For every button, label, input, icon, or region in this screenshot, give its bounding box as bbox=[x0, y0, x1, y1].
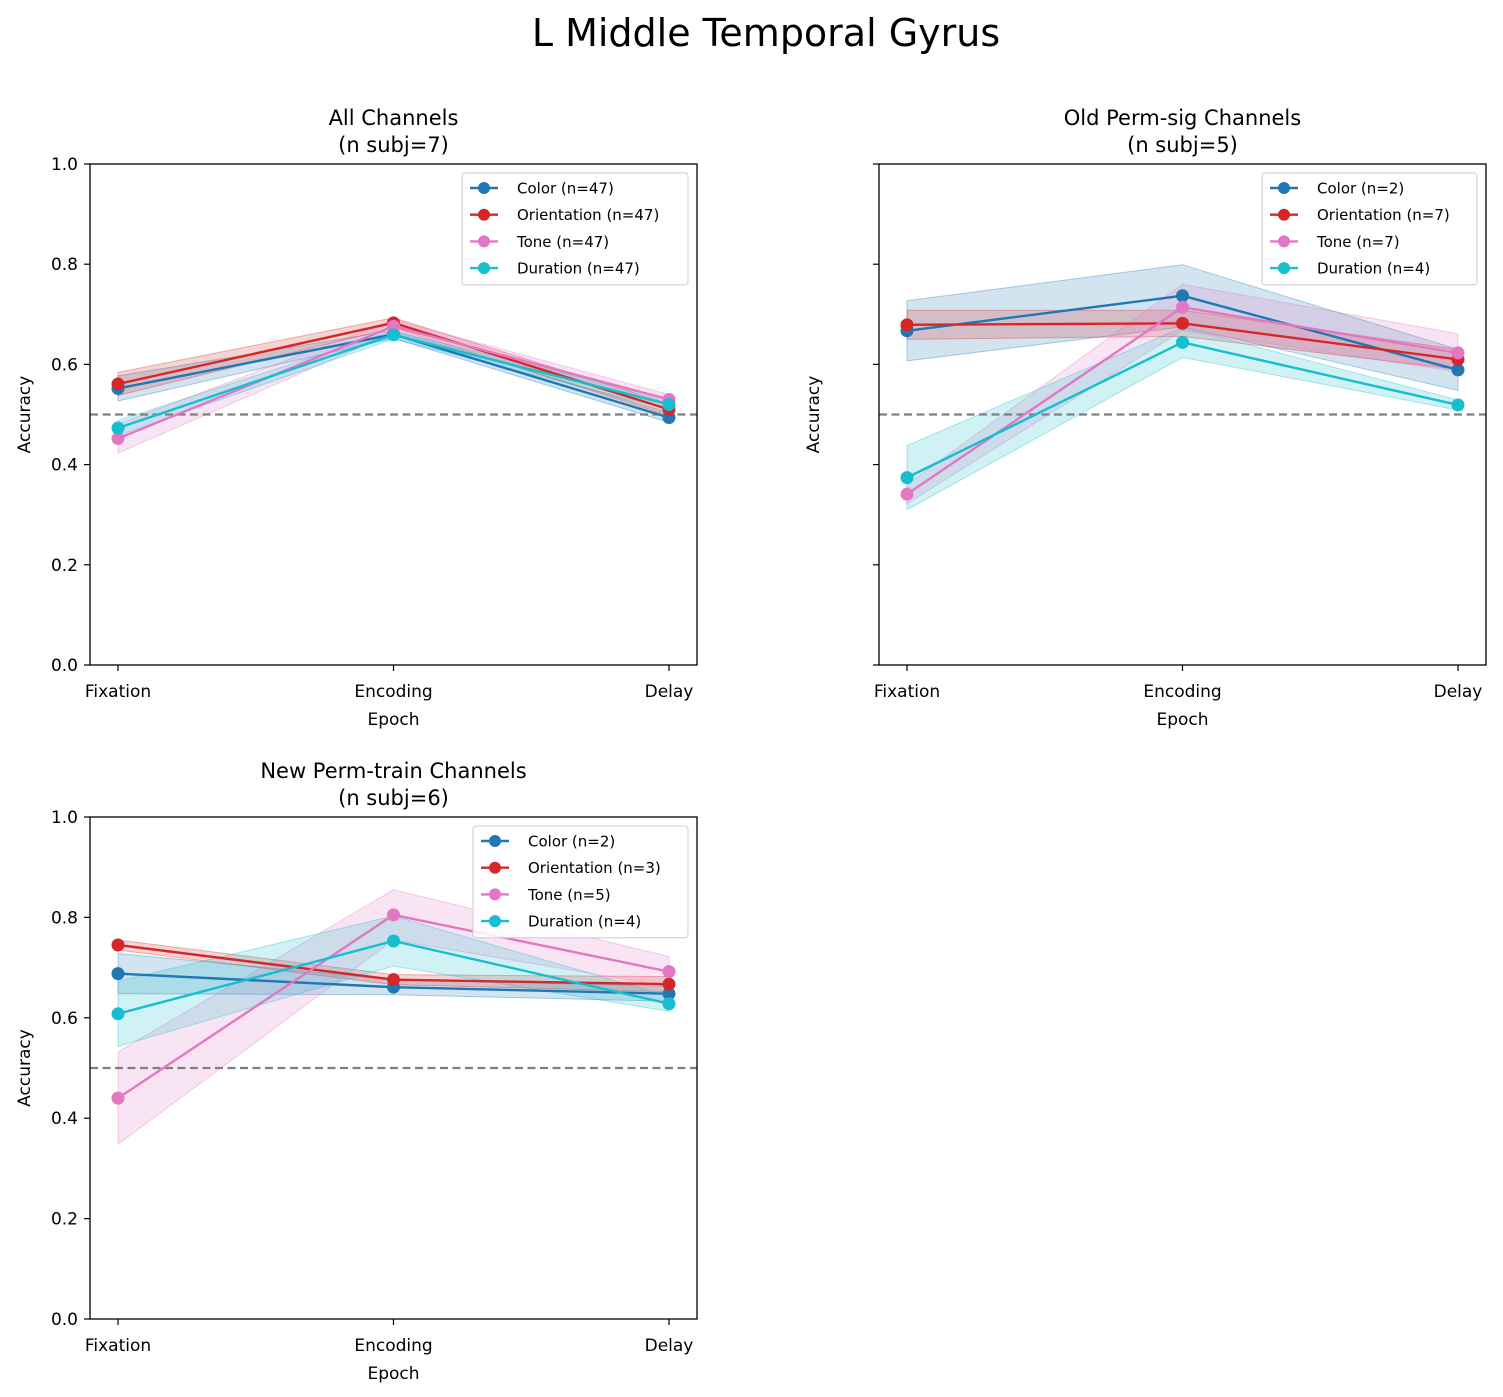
y-tick-label: 0.0 bbox=[51, 1310, 78, 1330]
data-point-duration bbox=[111, 1007, 125, 1021]
data-point-orientation bbox=[387, 973, 400, 987]
x-tick-label: Encoding bbox=[354, 1336, 432, 1356]
data-point-tone bbox=[111, 432, 125, 446]
y-tick-label: 1.0 bbox=[51, 808, 78, 828]
y-axis-label: Accuracy bbox=[15, 376, 35, 454]
data-point-duration bbox=[387, 934, 400, 948]
panel-subtitle: (n subj=7) bbox=[338, 133, 449, 157]
legend-marker-tone bbox=[478, 235, 490, 248]
data-point-orientation bbox=[111, 938, 125, 952]
y-tick-label: 0.4 bbox=[51, 1109, 78, 1129]
panel-title: New Perm-train Channels bbox=[260, 759, 526, 783]
panel-subtitle: (n subj=5) bbox=[1127, 133, 1238, 157]
legend-label-orientation: Orientation (n=47) bbox=[517, 206, 659, 224]
legend-label-tone: Tone (n=5) bbox=[527, 886, 611, 904]
y-axis-label: Accuracy bbox=[15, 1029, 35, 1107]
y-tick-label: 0.2 bbox=[51, 1210, 78, 1230]
x-tick-label: Fixation bbox=[85, 1336, 151, 1356]
legend-marker-color bbox=[1278, 182, 1290, 194]
legend-box bbox=[472, 825, 689, 939]
y-tick-label: 0.4 bbox=[51, 456, 78, 476]
legend-label-duration: Duration (n=47) bbox=[517, 260, 640, 278]
y-tick-label: 1.0 bbox=[51, 155, 78, 175]
panel-subtitle: (n subj=6) bbox=[338, 786, 449, 810]
legend-label-color: Color (n=2) bbox=[528, 833, 615, 851]
x-tick-label: Delay bbox=[1434, 682, 1483, 702]
legend-box bbox=[461, 172, 689, 286]
legend-label-orientation: Orientation (n=7) bbox=[1317, 206, 1450, 224]
legend-marker-orientation bbox=[478, 208, 490, 221]
band-color bbox=[906, 264, 1459, 392]
legend-box bbox=[1261, 172, 1478, 286]
x-axis-label: Epoch bbox=[367, 1364, 419, 1384]
panel-title: All Channels bbox=[329, 106, 459, 130]
x-axis-label: Epoch bbox=[367, 710, 419, 730]
chart-panel-2: Old Perm-sig Channels (n subj=5) Fixation E… bbox=[804, 106, 1487, 730]
chart-panel-1: All Channels (n subj=7) 0.0 0.2 0.4 0.6 0.8 1.0… bbox=[15, 106, 698, 730]
legend: Color (n=2) Orientation (n=7) Tone (n=7) Du… bbox=[1261, 172, 1478, 286]
y-tick-label: 0.6 bbox=[51, 355, 78, 375]
y-tick-label: 0.8 bbox=[51, 255, 78, 275]
legend-label-duration: Duration (n=4) bbox=[1317, 260, 1430, 278]
y-tick-label: 0.8 bbox=[51, 908, 78, 928]
data-point-duration bbox=[900, 471, 914, 485]
data-point-color bbox=[111, 967, 125, 981]
data-point-orientation bbox=[1176, 316, 1189, 330]
legend-marker-tone bbox=[1278, 235, 1290, 248]
legend-marker-duration bbox=[489, 915, 501, 928]
x-axis-label: Epoch bbox=[1156, 710, 1208, 730]
legend-marker-orientation bbox=[1278, 208, 1290, 221]
legend-marker-orientation bbox=[489, 861, 501, 874]
x-tick-label: Fixation bbox=[85, 682, 151, 702]
data-point-color bbox=[662, 987, 676, 1001]
data-point-tone bbox=[387, 908, 400, 922]
data-point-duration bbox=[111, 421, 125, 435]
chart-panel-3: New Perm-train Channels (n subj=6) 0.0 0.2 0… bbox=[15, 759, 698, 1384]
data-point-orientation bbox=[900, 318, 914, 332]
legend-marker-color bbox=[478, 182, 490, 194]
x-tick-label: Fixation bbox=[874, 682, 940, 702]
data-point-tone bbox=[662, 965, 676, 979]
legend-marker-color bbox=[489, 835, 501, 847]
y-axis-label: Accuracy bbox=[804, 376, 824, 454]
legend-label-orientation: Orientation (n=3) bbox=[528, 859, 661, 877]
x-tick-label: Delay bbox=[645, 682, 694, 702]
data-point-duration bbox=[662, 397, 676, 411]
y-tick-label: 0.2 bbox=[51, 556, 78, 576]
legend-label-tone: Tone (n=7) bbox=[1316, 233, 1400, 251]
figure-title: L Middle Temporal Gyrus bbox=[532, 11, 1000, 55]
legend-label-tone: Tone (n=47) bbox=[516, 233, 609, 251]
panel-title: Old Perm-sig Channels bbox=[1064, 106, 1301, 130]
legend: Color (n=47) Orientation (n=47) Tone (n=47… bbox=[461, 172, 689, 286]
legend-label-color: Color (n=2) bbox=[1317, 180, 1404, 198]
x-tick-label: Encoding bbox=[354, 682, 432, 702]
data-point-tone bbox=[900, 487, 914, 501]
data-point-orientation bbox=[662, 977, 676, 991]
legend-label-color: Color (n=47) bbox=[517, 180, 614, 198]
legend: Color (n=2) Orientation (n=3) Tone (n=5) Du… bbox=[472, 825, 689, 939]
data-point-color bbox=[1451, 363, 1465, 377]
legend-marker-duration bbox=[1278, 262, 1290, 275]
data-point-tone bbox=[1451, 346, 1465, 360]
data-point-color bbox=[1176, 289, 1189, 303]
data-point-duration bbox=[662, 997, 676, 1011]
data-point-duration bbox=[1176, 335, 1189, 349]
legend-marker-duration bbox=[478, 262, 490, 275]
legend-marker-tone bbox=[489, 888, 501, 901]
y-tick-label: 0.0 bbox=[51, 656, 78, 676]
data-point-duration bbox=[387, 328, 400, 342]
x-tick-label: Delay bbox=[645, 1336, 694, 1356]
y-tick-label: 0.6 bbox=[51, 1009, 78, 1029]
data-point-tone bbox=[111, 1091, 125, 1105]
data-point-tone bbox=[1176, 300, 1189, 314]
legend-label-duration: Duration (n=4) bbox=[528, 913, 641, 931]
data-point-orientation bbox=[111, 377, 125, 391]
data-point-duration bbox=[1451, 398, 1465, 412]
x-tick-label: Encoding bbox=[1143, 682, 1221, 702]
